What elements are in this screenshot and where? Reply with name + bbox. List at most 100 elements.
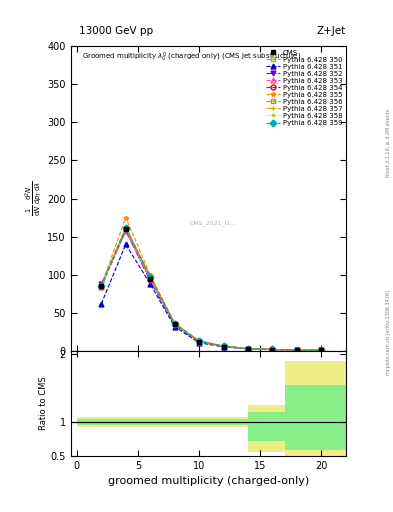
Pythia 6.428 352	[221, 344, 226, 350]
Pythia 6.428 353	[99, 284, 104, 290]
Line: Pythia 6.428 352: Pythia 6.428 352	[99, 228, 324, 353]
Pythia 6.428 354	[319, 347, 324, 353]
Pythia 6.428 356	[270, 347, 275, 353]
Text: Rivet 3.1.10, ≥ 3.2M events: Rivet 3.1.10, ≥ 3.2M events	[386, 109, 391, 178]
Pythia 6.428 356	[197, 338, 202, 344]
CMS	[123, 226, 128, 232]
Pythia 6.428 351	[221, 344, 226, 350]
Line: Pythia 6.428 357: Pythia 6.428 357	[99, 224, 324, 353]
Pythia 6.428 359	[148, 274, 152, 280]
CMS	[99, 283, 104, 289]
Pythia 6.428 355	[319, 347, 324, 353]
Pythia 6.428 352	[123, 227, 128, 233]
Pythia 6.428 352	[99, 281, 104, 287]
Text: Z+Jet: Z+Jet	[317, 26, 346, 36]
Pythia 6.428 356	[148, 275, 152, 281]
Pythia 6.428 350	[148, 275, 152, 281]
Pythia 6.428 357	[221, 343, 226, 349]
Pythia 6.428 353	[270, 347, 275, 353]
Pythia 6.428 357	[319, 347, 324, 353]
Pythia 6.428 353	[172, 322, 177, 328]
Text: 13000 GeV pp: 13000 GeV pp	[79, 26, 153, 36]
Pythia 6.428 351	[319, 347, 324, 353]
Pythia 6.428 357	[123, 224, 128, 230]
Pythia 6.428 354	[221, 343, 226, 349]
Pythia 6.428 358	[246, 346, 250, 352]
Pythia 6.428 359	[295, 347, 299, 353]
CMS	[270, 347, 275, 353]
Pythia 6.428 355	[148, 272, 152, 278]
Pythia 6.428 350	[319, 347, 324, 353]
Pythia 6.428 354	[172, 321, 177, 327]
Pythia 6.428 359	[246, 346, 250, 352]
X-axis label: groomed multiplicity (charged-only): groomed multiplicity (charged-only)	[108, 476, 309, 486]
Pythia 6.428 356	[319, 347, 324, 353]
Pythia 6.428 357	[99, 284, 104, 290]
Pythia 6.428 358	[172, 321, 177, 327]
Pythia 6.428 355	[270, 346, 275, 352]
Pythia 6.428 352	[246, 346, 250, 352]
Pythia 6.428 350	[221, 343, 226, 349]
Pythia 6.428 352	[172, 322, 177, 328]
Pythia 6.428 359	[221, 343, 226, 349]
Pythia 6.428 358	[270, 347, 275, 353]
Pythia 6.428 359	[123, 224, 128, 230]
Pythia 6.428 359	[172, 321, 177, 327]
Line: Pythia 6.428 358: Pythia 6.428 358	[99, 225, 324, 353]
Pythia 6.428 355	[197, 338, 202, 344]
CMS	[295, 347, 299, 353]
Line: Pythia 6.428 353: Pythia 6.428 353	[99, 229, 324, 353]
CMS	[172, 322, 177, 328]
Pythia 6.428 350	[123, 224, 128, 230]
Pythia 6.428 350	[246, 346, 250, 352]
Pythia 6.428 354	[246, 346, 250, 352]
Pythia 6.428 357	[295, 347, 299, 353]
Line: Pythia 6.428 355: Pythia 6.428 355	[99, 215, 324, 353]
Pythia 6.428 355	[246, 346, 250, 352]
Pythia 6.428 354	[295, 347, 299, 353]
Pythia 6.428 354	[270, 347, 275, 353]
Pythia 6.428 356	[246, 346, 250, 352]
Pythia 6.428 357	[148, 274, 152, 280]
Pythia 6.428 356	[172, 321, 177, 327]
CMS	[246, 346, 250, 352]
Pythia 6.428 355	[221, 343, 226, 349]
Text: Groomed multiplicity $\lambda_0^0$ (charged only) (CMS jet substructure): Groomed multiplicity $\lambda_0^0$ (char…	[82, 51, 301, 64]
Pythia 6.428 353	[148, 276, 152, 283]
Pythia 6.428 357	[172, 321, 177, 327]
Pythia 6.428 358	[197, 338, 202, 344]
CMS	[148, 275, 152, 282]
Pythia 6.428 358	[319, 347, 324, 353]
Line: Pythia 6.428 350: Pythia 6.428 350	[99, 225, 324, 353]
Pythia 6.428 356	[123, 224, 128, 230]
Pythia 6.428 353	[197, 338, 202, 345]
Pythia 6.428 355	[123, 215, 128, 221]
Text: mcplots.cern.ch [arXiv:1306.3436]: mcplots.cern.ch [arXiv:1306.3436]	[386, 290, 391, 375]
Y-axis label: Ratio to CMS: Ratio to CMS	[39, 377, 48, 430]
Pythia 6.428 351	[270, 347, 275, 353]
Line: Pythia 6.428 359: Pythia 6.428 359	[99, 225, 324, 353]
CMS	[221, 344, 226, 350]
Pythia 6.428 358	[99, 283, 104, 289]
Pythia 6.428 359	[270, 347, 275, 353]
CMS	[197, 339, 202, 345]
Pythia 6.428 350	[295, 347, 299, 353]
Pythia 6.428 351	[148, 281, 152, 287]
Pythia 6.428 351	[123, 241, 128, 247]
Pythia 6.428 355	[99, 283, 104, 289]
Pythia 6.428 358	[221, 343, 226, 349]
Pythia 6.428 359	[197, 338, 202, 344]
Pythia 6.428 357	[197, 338, 202, 344]
Pythia 6.428 359	[319, 347, 324, 353]
Pythia 6.428 359	[99, 283, 104, 289]
Line: CMS: CMS	[99, 227, 324, 353]
Pythia 6.428 351	[246, 346, 250, 352]
Legend: CMS, Pythia 6.428 350, Pythia 6.428 351, Pythia 6.428 352, Pythia 6.428 353, Pyt: CMS, Pythia 6.428 350, Pythia 6.428 351,…	[265, 48, 344, 127]
Pythia 6.428 353	[221, 344, 226, 350]
Pythia 6.428 357	[246, 346, 250, 352]
Pythia 6.428 353	[295, 347, 299, 353]
Pythia 6.428 354	[197, 338, 202, 344]
Pythia 6.428 350	[197, 338, 202, 344]
Pythia 6.428 352	[148, 278, 152, 284]
CMS	[319, 347, 324, 353]
